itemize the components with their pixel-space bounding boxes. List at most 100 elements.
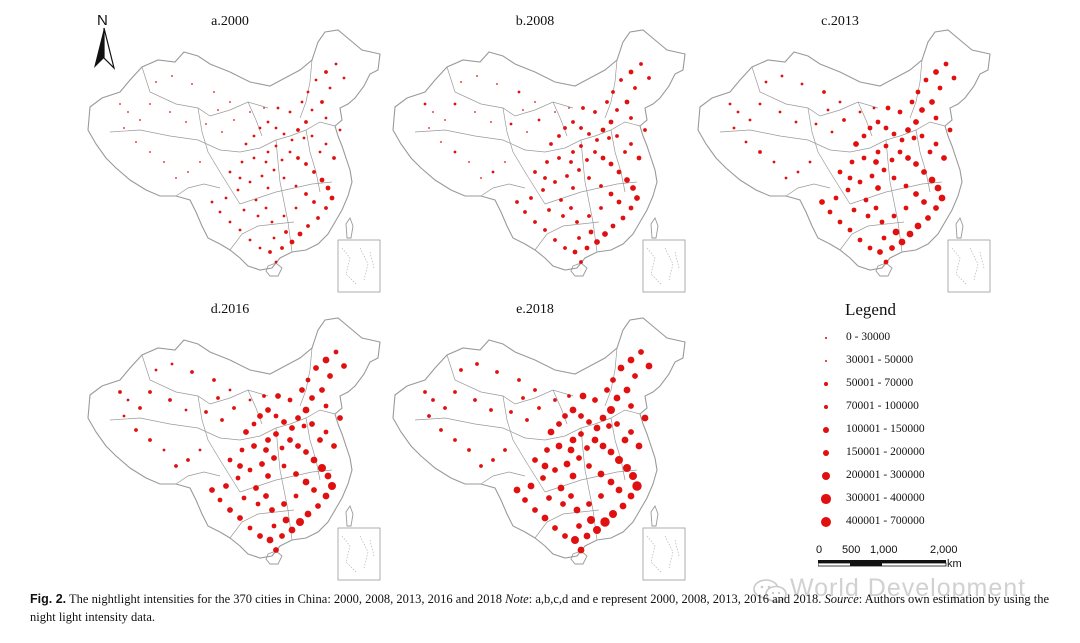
legend-symbol [824,382,828,386]
city-dot [628,69,634,75]
city-dot [547,208,551,212]
city-dot [897,109,903,115]
city-dot [569,160,573,164]
city-dot [557,156,561,160]
province-border [751,66,879,117]
legend-label: 70001 - 100000 [846,400,919,412]
city-dot [744,140,748,144]
city-dot [605,100,609,104]
city-dot [623,464,631,472]
city-dot [251,421,257,427]
city-dot [517,378,521,382]
city-dot [302,478,310,486]
city-dot [288,526,296,534]
city-dot [830,130,834,134]
scale-unit: km [947,558,962,570]
inset-border [341,247,375,285]
city-dot [568,107,570,109]
city-dot [867,245,873,251]
city-dot [314,78,318,82]
north-label: N [97,12,108,29]
city-dot [289,425,295,431]
city-dot [621,436,629,444]
province-border [197,107,241,205]
city-dot [185,121,187,123]
city-dot [271,455,277,461]
city-dot [325,185,331,191]
city-dot [316,216,320,220]
city-dot [607,136,611,140]
map-panel-a: a.2000 [80,12,381,302]
city-dot [758,102,762,106]
province-border [197,395,241,493]
city-dot [569,436,577,444]
city-dot [929,99,935,105]
city-dot [635,442,643,450]
city-dot [290,138,294,142]
city-dot [341,363,347,369]
city-dot [263,447,269,453]
city-dot [155,81,157,83]
province-border [610,129,626,193]
city-dot [913,119,919,125]
city-dot [634,195,640,201]
city-dot [282,132,286,136]
province-border [141,354,269,405]
city-dot [933,141,939,147]
city-dot [933,69,939,75]
city-dot [513,486,521,494]
province-border [524,409,641,441]
city-dot [578,431,584,437]
city-dot [227,507,233,513]
city-dot [324,142,328,146]
city-dot [521,396,525,400]
city-dot [306,90,310,94]
city-dot [569,472,577,480]
city-dot [873,205,879,211]
city-dot [525,418,529,422]
city-dot [883,259,889,265]
city-dot [628,429,634,435]
city-dot [557,484,565,492]
city-dot [328,86,332,90]
city-dot [577,168,581,172]
city-dot [607,478,615,486]
city-dot [842,118,846,122]
city-dot [587,176,591,180]
city-dot [149,151,151,153]
province-border [275,139,293,253]
province-border [446,354,574,405]
city-dot [607,406,615,414]
city-dot [581,106,585,110]
city-dot [889,245,895,251]
city-dot [323,403,329,409]
city-dot [609,510,617,518]
country-outline [392,317,686,559]
city-dot [569,406,577,414]
legend-entry: 0 - 30000 [810,329,990,347]
legend-symbol [821,494,831,504]
city-dot [264,206,268,210]
city-dot [573,506,581,514]
city-dot [891,131,897,137]
city-dot [526,131,528,133]
city-dot [212,378,216,382]
city-dot [919,107,925,113]
city-dot [533,388,537,392]
taiwan-outline [345,217,354,239]
city-dot [527,482,535,490]
south-china-sea-inset [642,527,686,581]
city-dot [546,495,552,501]
city-dot [459,368,463,372]
city-dot [154,368,158,372]
city-dot [213,91,215,93]
city-dot [544,447,550,453]
city-dot [310,134,314,138]
city-dot [630,185,636,191]
city-dot [927,149,933,155]
city-dot [467,448,471,452]
city-dot [578,413,584,419]
city-dot [911,135,917,141]
caption-fig-label: Fig. 2. [30,592,67,606]
city-dot [576,523,582,529]
